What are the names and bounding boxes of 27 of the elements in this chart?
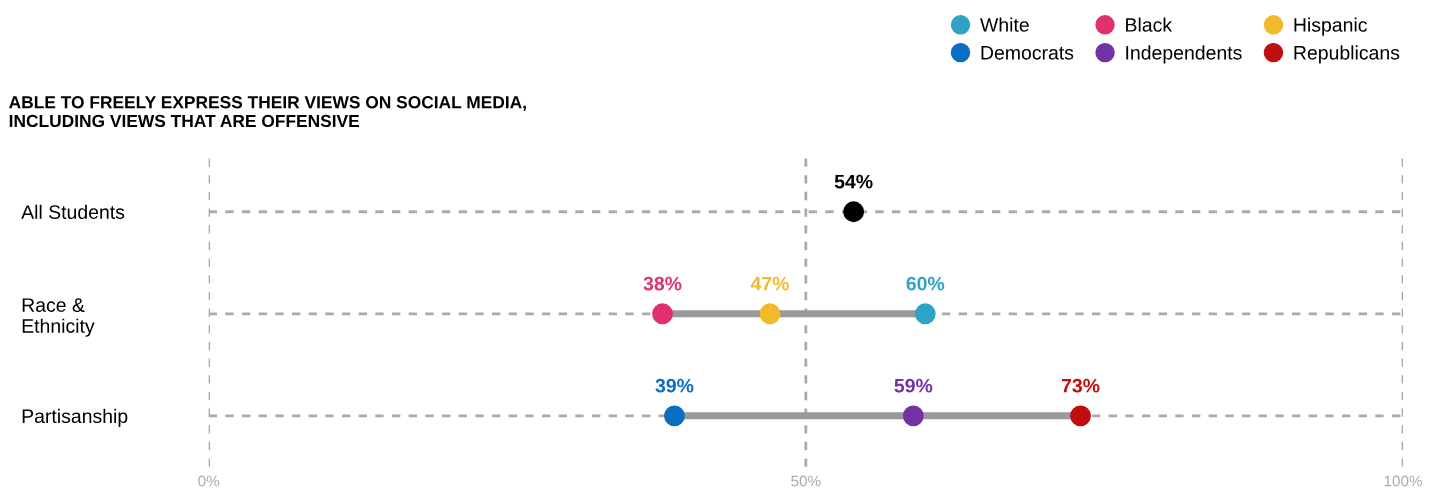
y-tick-label: Race & Ethnicity (22, 298, 95, 337)
data-label: 38% (643, 276, 682, 291)
y-tick-label: All Students (21, 204, 125, 219)
legend-label: Democrats (981, 46, 1074, 60)
legend-label: Hispanic (1294, 17, 1367, 36)
point (652, 303, 673, 325)
x-tick-label: 50% (791, 475, 821, 487)
x-tick-label: 100% (1384, 475, 1423, 487)
point (759, 303, 781, 325)
legend-label: Independents (1126, 45, 1242, 64)
point (914, 303, 936, 325)
data-label: 73% (1061, 378, 1100, 393)
data-label: 59% (894, 378, 933, 393)
point (843, 201, 865, 223)
point (902, 405, 924, 427)
data-label: 54% (834, 174, 873, 189)
data-label: 47% (750, 276, 789, 291)
y-tick-label: Partisanship (22, 408, 128, 427)
x-tick-label: 0% (198, 475, 220, 487)
chart-title: ABLE TO FREELY EXPRESS THEIR VIEWS ON SOCIAL MEDIA, INCLUDING VIEWS THAT ARE OFFENSIVE (9, 96, 526, 128)
data-label: 39% (655, 378, 694, 393)
legend-label: Republicans (1294, 45, 1400, 64)
legend-label: White (980, 17, 1029, 32)
point (1070, 405, 1091, 427)
data-label: 60% (906, 276, 945, 291)
legend-label: Black (1126, 17, 1173, 32)
point (664, 405, 685, 427)
